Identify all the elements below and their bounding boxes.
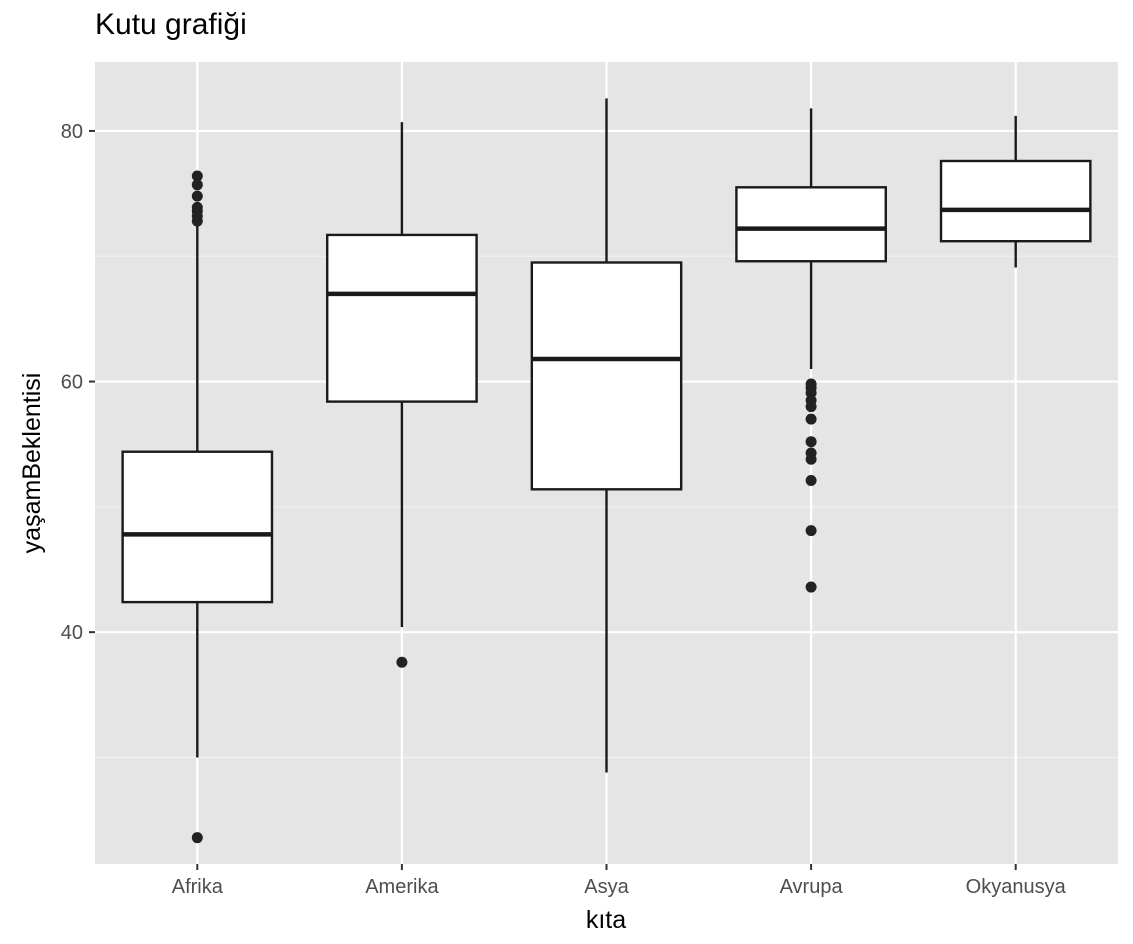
iqr-box [735, 186, 887, 263]
iqr-box [121, 450, 274, 604]
box-asya [530, 98, 683, 773]
x-tick-label: Amerika [365, 876, 439, 898]
outlier-point [191, 201, 203, 213]
x-tick-label: Asya [584, 876, 629, 898]
outlier-point [191, 170, 203, 182]
outlier-point [805, 581, 817, 593]
boxes [121, 98, 1092, 844]
outlier-point [191, 190, 203, 202]
x-axis-title: kıta [586, 906, 626, 934]
iqr-box [326, 233, 478, 403]
outlier-point [805, 475, 817, 487]
x-tick-label: Avrupa [780, 876, 844, 898]
iqr-box [939, 159, 1092, 243]
outlier-point [805, 436, 817, 448]
x-tick-label: Okyanusya [966, 876, 1067, 898]
box-afrika [121, 170, 274, 844]
y-tick-label: 80 [61, 121, 83, 143]
outlier-point [191, 832, 203, 844]
y-tick-label: 40 [61, 622, 83, 644]
iqr-box [530, 261, 683, 491]
outlier-point [805, 378, 817, 390]
y-tick-label: 60 [61, 372, 83, 394]
outlier-point [191, 179, 203, 191]
y-axis-title: yaşamBeklentisi [18, 373, 46, 554]
axes: 40 60 80 Afrika Amerika Asya Avrupa Okyanusya [61, 121, 1067, 898]
box-okyanusya [939, 115, 1092, 268]
box-amerika [326, 122, 478, 668]
outlier-point [805, 394, 817, 406]
x-tick-label: Afrika [172, 876, 224, 898]
outlier-point [805, 525, 817, 537]
outlier-point [396, 656, 408, 668]
chart-title: Kutu grafiği [95, 8, 247, 41]
outlier-point [805, 447, 817, 459]
outlier-point [805, 413, 817, 425]
box-avrupa [735, 108, 887, 593]
